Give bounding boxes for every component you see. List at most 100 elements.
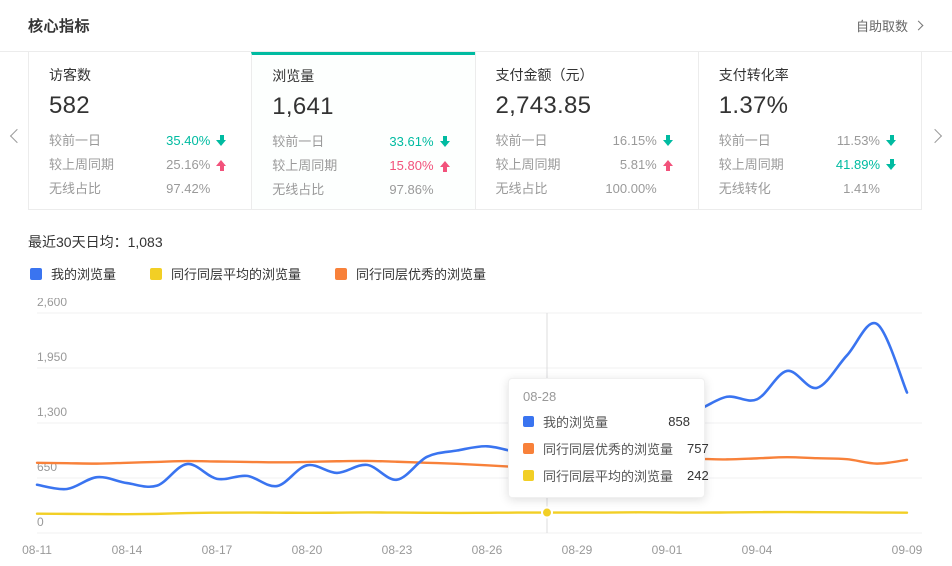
chevron-left-icon [9, 128, 25, 144]
metric-row-value: 15.80% [389, 158, 434, 173]
tooltip-row: 我的浏览量 858 [523, 412, 690, 431]
tooltip-series-label: 同行同层平均的浏览量 [543, 469, 674, 484]
metric-card-payment-amount[interactable]: 支付金额（元） 2,743.85 较前一日 16.15% 较上周同期 5.81%… [474, 52, 698, 209]
metric-title: 浏览量 [272, 68, 315, 84]
svg-text:08-23: 08-23 [382, 543, 413, 557]
tooltip-series-label: 我的浏览量 [543, 415, 609, 430]
average-30day-label: 最近30天日均：1,083 [28, 234, 163, 250]
metric-row-value: 11.53% [836, 133, 880, 148]
metric-row-label: 无线占比 [49, 181, 102, 196]
metric-row: 无线转化 1.41% [719, 177, 897, 201]
tooltip-row: 同行同层平均的浏览量 242 [523, 466, 709, 485]
metric-row-value: 1.41% [843, 181, 880, 196]
cards-scroll-right-button[interactable] [924, 122, 950, 150]
metric-row-value: 97.42% [166, 181, 211, 196]
metric-row-label: 较前一日 [49, 133, 102, 148]
cards-scroll-left-button[interactable] [2, 122, 28, 150]
svg-text:08-26: 08-26 [472, 543, 503, 557]
legend-item-peer-excellent[interactable]: 同行同层优秀的浏览量 [335, 264, 486, 283]
metric-row-label: 较上周同期 [718, 157, 784, 172]
metric-value: 1,641 [272, 93, 334, 120]
metric-row-label: 无线占比 [272, 182, 325, 197]
metric-row-value: 97.86% [389, 182, 434, 197]
chevron-right-icon [927, 128, 943, 144]
svg-text:08-20: 08-20 [292, 543, 323, 557]
svg-text:09-04: 09-04 [742, 543, 773, 557]
tooltip-series-label: 同行同层优秀的浏览量 [543, 442, 674, 457]
tooltip-series-value: 858 [668, 414, 690, 429]
svg-text:1,300: 1,300 [37, 405, 67, 419]
metric-card-conversion-rate[interactable]: 支付转化率 1.37% 较前一日 11.53% 较上周同期 41.89% 无线转… [697, 52, 922, 209]
page-title: 核心指标 [28, 18, 91, 35]
tooltip-date: 08-28 [523, 389, 557, 404]
metric-row: 较前一日 11.53% [719, 129, 897, 153]
trend-arrow-icon [886, 159, 897, 171]
metric-row-label: 较上周同期 [49, 157, 115, 172]
legend-item-my-pageviews[interactable]: 我的浏览量 [30, 264, 116, 283]
legend-swatch-orange [335, 267, 348, 280]
trend-arrow-icon [439, 160, 451, 172]
metric-row: 较上周同期 41.89% [719, 153, 897, 177]
svg-text:09-09: 09-09 [892, 543, 923, 557]
tooltip-swatch-yellow [523, 470, 534, 481]
metric-value: 2,743.85 [495, 92, 592, 119]
metric-row: 较上周同期 15.80% [272, 154, 450, 178]
svg-text:08-17: 08-17 [202, 543, 233, 557]
chevron-right-icon [913, 20, 924, 31]
metric-row: 较前一日 33.61% [272, 130, 450, 154]
metric-card-pageviews[interactable]: 浏览量 1,641 较前一日 33.61% 较上周同期 15.80% 无线占比 … [251, 52, 475, 209]
metric-row-label: 较前一日 [495, 133, 548, 148]
chart-legend: 我的浏览量 同行同层平均的浏览量 同行同层优秀的浏览量 [30, 264, 520, 283]
legend-label: 同行同层平均的浏览量 [171, 267, 302, 282]
metric-row: 无线占比 100.00% [496, 177, 674, 201]
metric-row-label: 无线占比 [495, 181, 548, 196]
svg-text:08-14: 08-14 [112, 543, 143, 557]
metric-row: 较前一日 35.40% [49, 129, 227, 153]
trend-line-chart[interactable]: 0 650 1,300 1,950 2,600 08-11 08-14 08-17 08-20 0… [0, 295, 952, 566]
legend-item-peer-average[interactable]: 同行同层平均的浏览量 [150, 264, 301, 283]
legend-swatch-yellow [150, 267, 163, 280]
metric-row-value: 33.61% [389, 134, 434, 149]
svg-text:09-01: 09-01 [652, 543, 683, 557]
legend-swatch-blue [30, 267, 42, 280]
metric-row: 较前一日 16.15% [496, 129, 674, 153]
metric-row-label: 较上周同期 [495, 157, 561, 172]
metric-row: 较上周同期 5.81% [496, 153, 674, 177]
svg-text:0: 0 [37, 515, 44, 529]
panel-header: 核心指标 自助取数 [0, 0, 952, 52]
metric-row-value: 35.40% [166, 133, 211, 148]
trend-arrow-icon [216, 135, 227, 147]
metric-card-visitors[interactable]: 访客数 582 较前一日 35.40% 较上周同期 25.16% 无线占比 97… [28, 52, 252, 209]
trend-arrow-icon [216, 159, 227, 171]
metric-title: 支付金额（元） [495, 67, 594, 83]
tooltip-swatch-blue [523, 416, 534, 427]
trend-arrow-icon [662, 135, 674, 147]
tooltip-swatch-orange [523, 443, 534, 454]
trend-arrow-icon [439, 136, 451, 148]
metric-row-label: 较前一日 [272, 134, 325, 149]
metric-row-value: 100.00% [605, 181, 657, 196]
svg-text:08-11: 08-11 [22, 543, 52, 557]
metric-value: 1.37% [718, 92, 789, 119]
legend-label: 同行同层优秀的浏览量 [356, 267, 487, 282]
metric-value: 582 [49, 92, 90, 119]
svg-text:1,950: 1,950 [37, 350, 67, 364]
metric-title: 访客数 [49, 67, 91, 83]
metric-title: 支付转化率 [718, 67, 789, 83]
metric-row-value: 25.16% [166, 157, 211, 172]
self-service-data-link[interactable]: 自助取数 [856, 16, 924, 35]
trend-arrow-icon [886, 135, 897, 147]
metric-row-value: 5.81% [619, 157, 657, 172]
metric-row-label: 较前一日 [718, 133, 771, 148]
tooltip-series-value: 242 [687, 468, 709, 483]
tooltip-series-value: 757 [687, 441, 709, 456]
metric-row-value: 41.89% [835, 157, 880, 172]
metric-row-value: 16.15% [612, 133, 657, 148]
svg-text:08-29: 08-29 [562, 543, 593, 557]
metric-row-label: 较上周同期 [272, 158, 338, 173]
metric-row: 较上周同期 25.16% [49, 153, 227, 177]
metric-row: 无线占比 97.42% [49, 177, 227, 201]
tooltip-row: 同行同层优秀的浏览量 757 [523, 439, 709, 458]
